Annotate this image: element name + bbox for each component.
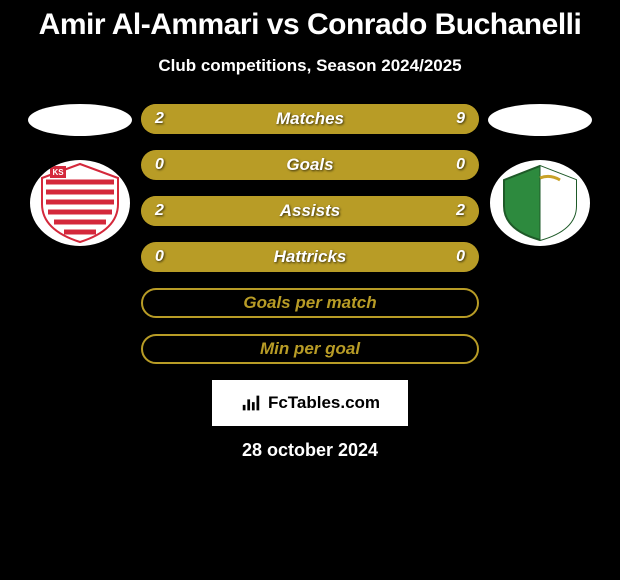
page-title: Amir Al-Ammari vs Conrado Buchanelli [0,0,620,42]
comparison-content: KS 29Matches 00Goals 22Assists 00Hattricks G… [0,104,620,364]
stat-bar-label: Goals [141,155,479,175]
left-player-silhouette [28,104,132,136]
stat-bar: 00Goals [141,150,479,180]
stat-bar-label: Matches [141,109,479,129]
stat-bar: 22Assists [141,196,479,226]
right-player-silhouette [488,104,592,136]
stat-bars-container: 29Matches 00Goals 22Assists 00Hattricks Goal… [135,104,485,364]
branding-badge: FcTables.com [212,380,408,426]
left-player-column: KS [25,104,135,246]
right-club-badge [490,160,590,246]
stat-bar: 00Hattricks [141,242,479,272]
subtitle: Club competitions, Season 2024/2025 [0,56,620,76]
left-club-badge: KS [30,160,130,246]
stat-bar: 29Matches [141,104,479,134]
stat-bar-label: Goals per match [143,293,477,313]
right-player-column [485,104,595,246]
branding-text: FcTables.com [268,393,380,413]
chart-icon [240,392,262,414]
date-label: 28 october 2024 [0,440,620,461]
stat-bar-label: Assists [141,201,479,221]
stat-bar-label: Hattricks [141,247,479,267]
svg-text:KS: KS [52,168,64,177]
stat-bar-label: Min per goal [143,339,477,359]
lechia-badge-icon [490,160,590,246]
stat-bar-plain: Goals per match [141,288,479,318]
cracovia-badge-icon: KS [30,160,130,246]
stat-bar-plain: Min per goal [141,334,479,364]
